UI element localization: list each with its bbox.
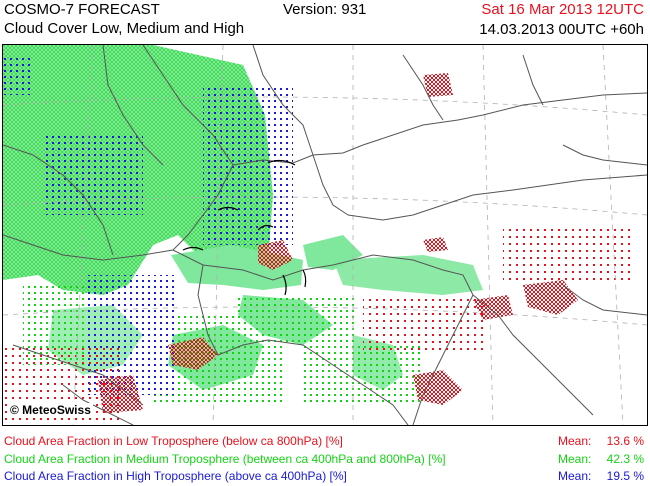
country-borders xyxy=(3,45,647,425)
graticule xyxy=(3,45,647,425)
cloud-cover-map xyxy=(2,44,648,426)
meteoswiss-credit: © MeteoSwiss xyxy=(8,403,93,418)
high-cloud-dots xyxy=(3,55,293,395)
legend-high-cloud: Cloud Area Fraction in High Troposphere … xyxy=(4,469,347,483)
version-label: Version: 931 xyxy=(283,1,367,18)
forecast-subtitle: Cloud Cover Low, Medium and High xyxy=(4,20,245,37)
legend-low-mean-label: Mean: xyxy=(558,434,592,448)
legend-low-cloud: Cloud Area Fraction in Low Troposphere (… xyxy=(4,434,343,448)
forecast-title: COSMO-7 FORECAST xyxy=(4,1,160,18)
legend-medium-mean-value: 42.3 % xyxy=(606,452,644,466)
valid-date: Sat 16 Mar 2013 12UTC xyxy=(481,1,644,18)
lakes xyxy=(182,159,307,296)
map-canvas xyxy=(3,45,647,425)
legend-medium-cloud: Cloud Area Fraction in Medium Tropospher… xyxy=(4,452,446,466)
low-cloud-area xyxy=(3,73,633,425)
legend-high-mean-value: 19.5 % xyxy=(606,469,644,483)
legend-low-mean-value: 13.6 % xyxy=(606,434,644,448)
legend-medium-mean-label: Mean: xyxy=(558,452,592,466)
run-info: 14.03.2013 00UTC +60h xyxy=(479,21,644,38)
legend-high-mean-label: Mean: xyxy=(558,469,592,483)
